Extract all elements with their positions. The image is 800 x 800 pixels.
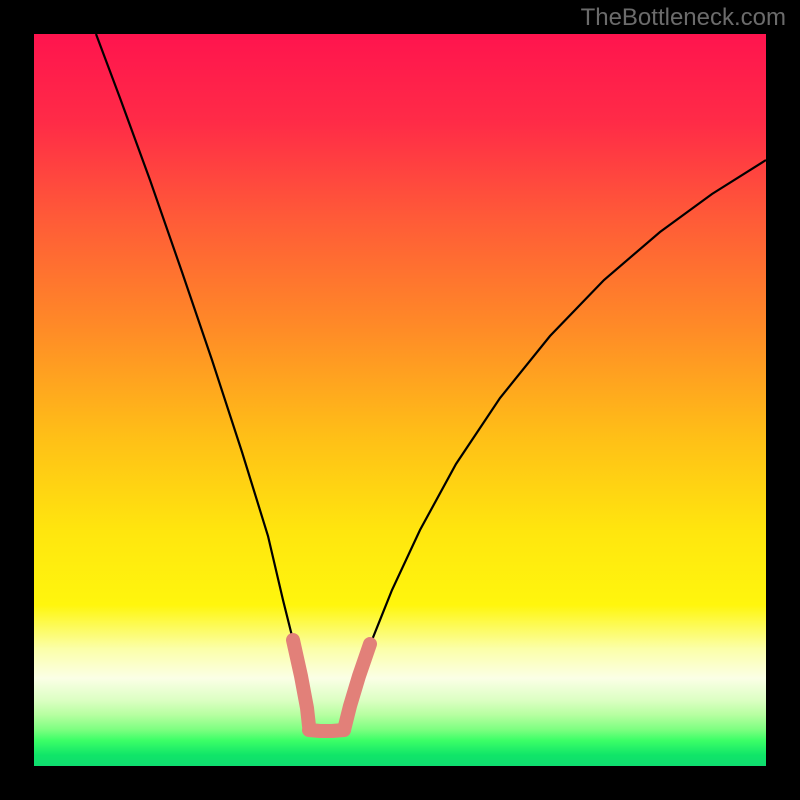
watermark-text: TheBottleneck.com xyxy=(581,4,786,32)
chart-canvas: TheBottleneck.com xyxy=(0,0,800,800)
plot-area xyxy=(34,34,766,766)
chart-svg xyxy=(0,0,800,800)
